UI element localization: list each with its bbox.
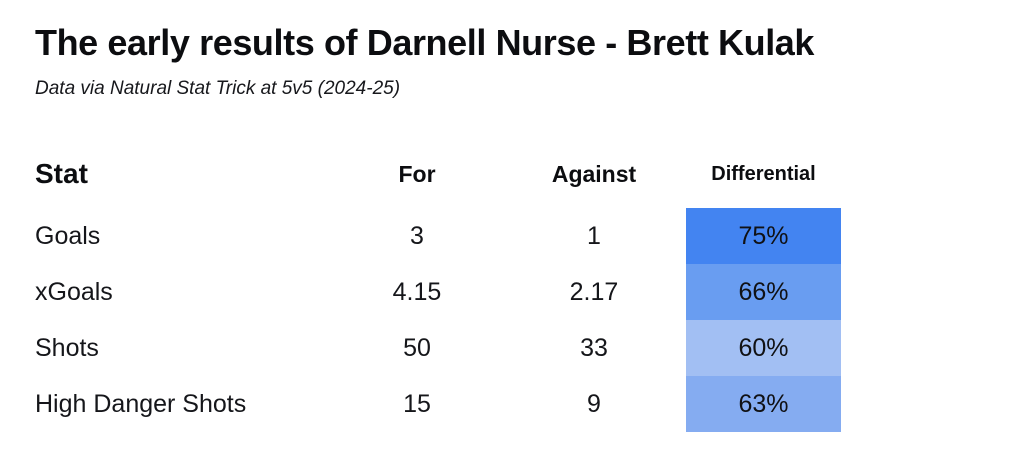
for-value-cell: 50 <box>403 333 431 362</box>
against-value-cell: 9 <box>587 389 601 418</box>
column-header-differential: Differential <box>711 162 816 185</box>
against-value-cell: 2.17 <box>569 277 619 306</box>
page-title: The early results of Darnell Nurse - Bre… <box>35 22 815 63</box>
against-value-cell: 1 <box>587 221 601 250</box>
column-header-for: For <box>398 160 436 187</box>
for-value-cell: 15 <box>403 389 431 418</box>
table-row-goals: Goals 3 1 75% <box>35 208 1004 265</box>
column-header-against: Against <box>551 160 637 187</box>
stat-name-cell: Goals <box>35 221 101 250</box>
content-container: The early results of Darnell Nurse - Bre… <box>35 22 1004 433</box>
differential-cell: 60% <box>686 320 841 377</box>
column-header-stat: Stat <box>35 158 88 190</box>
stat-name-cell: High Danger Shots <box>35 389 247 418</box>
table-row-xgoals: xGoals 4.15 2.17 66% <box>35 264 1004 321</box>
differential-cell: 75% <box>686 208 841 265</box>
against-value-cell: 33 <box>580 333 608 362</box>
for-value-cell: 3 <box>410 221 424 250</box>
differential-cell: 66% <box>686 264 841 321</box>
table-row-shots: Shots 50 33 60% <box>35 320 1004 377</box>
stat-name-cell: Shots <box>35 333 99 362</box>
stats-table: Stat For Against Differential Goals 3 1 … <box>35 140 1004 433</box>
for-value-cell: 4.15 <box>392 277 442 306</box>
stat-name-cell: xGoals <box>35 277 113 306</box>
differential-cell: 63% <box>686 376 841 433</box>
table-row-high-danger-shots: High Danger Shots 15 9 63% <box>35 376 1004 433</box>
page-subtitle: Data via Natural Stat Trick at 5v5 (2024… <box>35 78 401 100</box>
table-header-row: Stat For Against Differential <box>35 140 1004 208</box>
